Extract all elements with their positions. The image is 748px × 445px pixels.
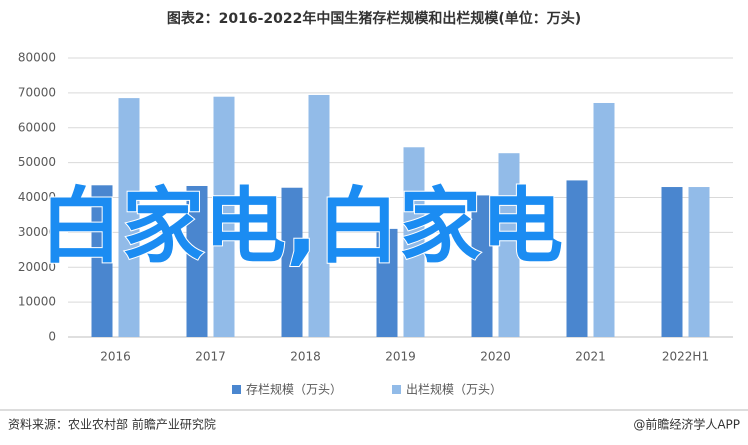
bar — [403, 147, 425, 337]
credit: @前瞻经济学人APP — [633, 417, 740, 432]
x-tick-label: 2016 — [100, 350, 131, 364]
y-tick-label: 30000 — [18, 225, 56, 239]
bar — [281, 187, 303, 337]
bar — [376, 228, 398, 337]
bar — [471, 195, 493, 337]
y-tick-label: 50000 — [18, 155, 56, 169]
legend-label: 出栏规模（万头） — [406, 382, 502, 397]
bar — [118, 98, 140, 337]
bar — [91, 185, 113, 337]
x-tick-label: 2018 — [290, 350, 321, 364]
bar — [213, 96, 235, 338]
bar — [308, 94, 330, 337]
source: 资料来源：农业农村部 前瞻产业研究院 — [8, 417, 216, 432]
overlay-text: 白家电,白家电 — [40, 179, 563, 274]
legend-swatch — [392, 385, 401, 394]
y-tick-label: 70000 — [18, 85, 56, 99]
chart-title: 图表2：2016-2022年中国生猪存栏规模和出栏规模(单位：万头) — [167, 10, 581, 27]
bar — [688, 187, 710, 337]
bar — [566, 180, 588, 337]
bar — [498, 153, 520, 337]
x-tick-label: 2019 — [385, 350, 416, 364]
legend-label: 存栏规模（万头） — [246, 382, 342, 397]
y-tick-label: 20000 — [18, 260, 56, 274]
x-tick-label: 2017 — [195, 350, 226, 364]
bar — [661, 187, 683, 337]
bar — [593, 102, 615, 338]
y-tick-label: 60000 — [18, 120, 56, 134]
legend-swatch — [232, 385, 241, 394]
x-tick-label: 2021 — [575, 350, 606, 364]
bar — [186, 185, 208, 337]
x-tick-label: 2020 — [480, 350, 511, 364]
y-tick-label: 10000 — [18, 295, 56, 309]
x-tick-label: 2022H1 — [662, 350, 709, 364]
y-tick-label: 40000 — [18, 190, 56, 204]
y-tick-label: 0 — [48, 330, 56, 344]
y-tick-label: 80000 — [18, 51, 56, 65]
